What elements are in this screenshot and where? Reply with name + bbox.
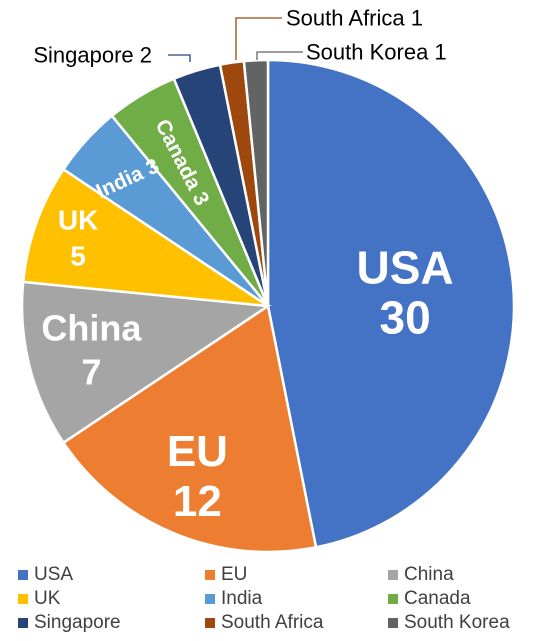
slice-label-text: 30 — [380, 291, 431, 343]
slice-label-text: 12 — [173, 477, 222, 526]
legend-label: South Africa — [221, 612, 324, 633]
pie-slice-eu — [61, 303, 318, 554]
slice-label-text: 7 — [81, 352, 101, 393]
legend-swatch — [205, 570, 215, 580]
callout-label-south-africa: South Africa 1 — [286, 6, 423, 31]
pie-slice-uk — [21, 167, 269, 308]
callout-line-south-africa — [235, 17, 282, 60]
legend-swatch — [205, 594, 215, 604]
legend-item-india: India — [205, 588, 262, 610]
callout-line-singapore — [168, 54, 191, 62]
legend-swatch — [388, 570, 398, 580]
legend-item-china: China — [388, 564, 454, 586]
legend-item-canada: Canada — [388, 588, 471, 610]
slice-label-text: UK — [58, 205, 98, 236]
legend-label: UK — [34, 588, 61, 609]
legend-label: India — [221, 588, 263, 609]
callout-label-singapore: Singapore 2 — [33, 43, 152, 68]
legend-item-usa: USA — [18, 564, 73, 586]
legend-label: EU — [221, 564, 248, 585]
legend-label: USA — [34, 564, 74, 585]
chart-legend: USA EU China UK India Canada Singapore South Af… — [0, 564, 537, 641]
legend-swatch — [18, 618, 28, 628]
legend-swatch — [18, 570, 28, 580]
legend-item-singapore: Singapore — [18, 612, 121, 634]
pie-slice-china — [20, 280, 272, 445]
pie-slice-south-korea — [242, 58, 270, 307]
slice-label-text: 5 — [70, 241, 86, 272]
legend-item-south-africa: South Africa — [205, 612, 323, 634]
slice-label-uk: UK 5 — [58, 205, 98, 272]
slice-label-text: China — [41, 308, 142, 349]
legend-label: China — [404, 564, 454, 585]
legend-item-eu: EU — [205, 564, 247, 586]
legend-label: Singapore — [34, 612, 121, 633]
legend-item-uk: UK — [18, 588, 60, 610]
legend-swatch — [388, 618, 398, 628]
legend-item-south-korea: South Korea — [388, 612, 510, 634]
pie-slice-usa — [266, 58, 516, 549]
legend-swatch — [18, 594, 28, 604]
legend-swatch — [205, 618, 215, 628]
legend-swatch — [388, 594, 398, 604]
slice-label-text: EU — [167, 427, 228, 476]
legend-label: Canada — [404, 588, 471, 609]
callout-line-south-korea — [256, 51, 303, 60]
callout-label-south-korea: South Korea 1 — [306, 40, 447, 65]
slice-label-text: USA — [357, 241, 454, 293]
legend-label: South Korea — [404, 612, 510, 633]
